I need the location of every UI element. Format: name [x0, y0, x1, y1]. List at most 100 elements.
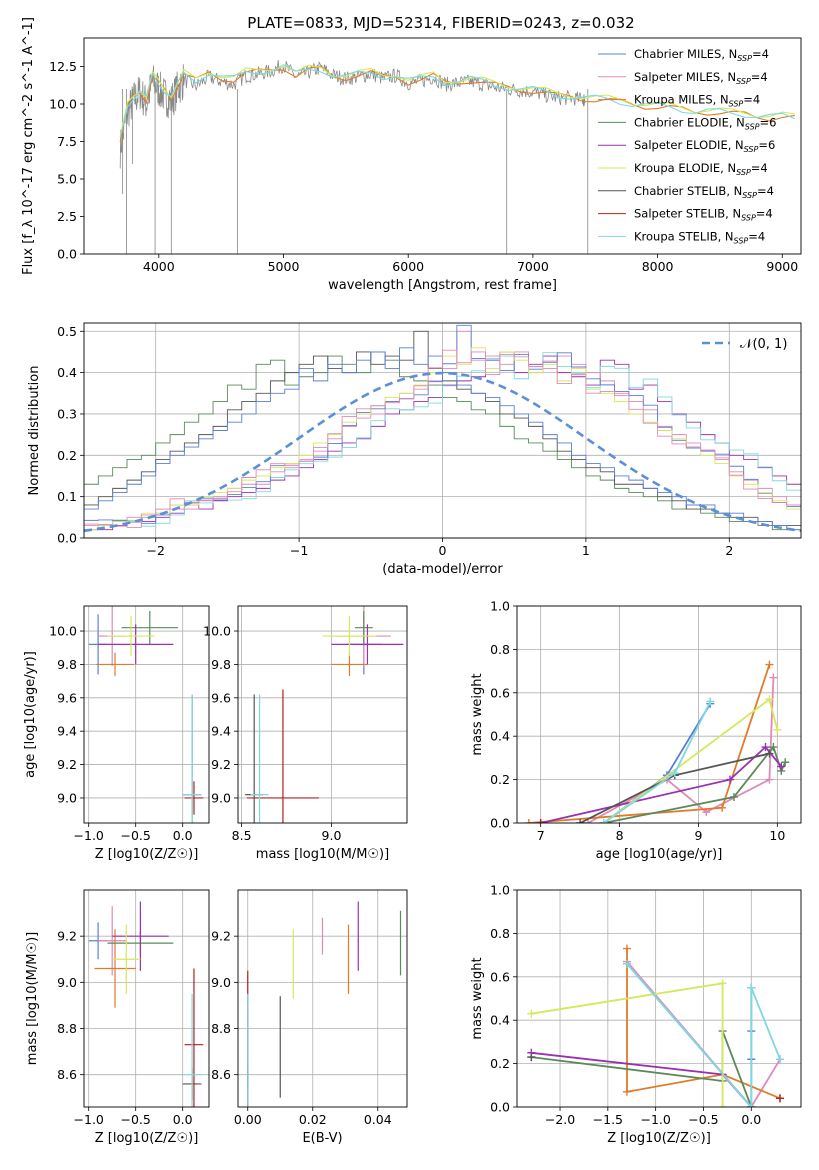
- legend-entry-sub: SSP: [729, 100, 744, 109]
- legend-entry: Kroupa ELODIE, NSSP=4: [634, 161, 768, 177]
- mass-weight-point: [775, 1094, 784, 1103]
- legend-entry-sub: SSP: [745, 122, 760, 131]
- y-axis-label: Normed distribution: [27, 366, 42, 496]
- x-axis-label: Z [log10(Z/Z☉)]: [607, 1131, 711, 1146]
- y-tick-label: 0.8: [490, 926, 510, 941]
- plot-area: [247, 901, 402, 1107]
- legend-entry-sub: SSP: [734, 236, 749, 245]
- y-tick-label: 0.0: [490, 816, 510, 831]
- panel-age_vs_mass: 8.5 9.0 9.0 9.2 9.4 9.6 9.8 10.0 mass [log10(M/M…: [203, 605, 408, 862]
- model-line: [119, 64, 796, 138]
- normal-curve: [84, 371, 801, 533]
- legend-entry-tail: =4: [751, 161, 768, 175]
- legend-entry-main: Salpeter STELIB, N: [634, 207, 741, 221]
- mass-weight-point: [773, 725, 782, 734]
- x-tick-label: 7: [537, 828, 545, 843]
- plot-area: [119, 60, 796, 254]
- axes-frame: [83, 889, 210, 1108]
- mass-weight-line: [626, 961, 781, 1107]
- y-tick-label: 9.4: [211, 724, 231, 739]
- axes-frame: [516, 889, 802, 1108]
- panel-mass_vs_EBV: 0.00 0.02 0.04 8.6 8.8 9.0 9.2 E(B-V): [211, 889, 408, 1146]
- legend-entry-tail: =4: [751, 70, 768, 84]
- axes-frame: [83, 37, 802, 255]
- panel-age_vs_Z: −1.0 −0.5 0.0 9.0 9.2 9.4 9.6 9.8 10.0 Z [log10(Z…: [23, 605, 210, 862]
- y-tick-label: 9.0: [57, 790, 77, 805]
- mass-weight-point: [706, 697, 715, 706]
- legend-entry-main: Salpeter MILES, N: [634, 70, 736, 84]
- mass-weight-point: [729, 792, 738, 801]
- plot-area: [527, 944, 784, 1107]
- mass-weight-point: [622, 1087, 631, 1096]
- y-tick-label: 8.6: [211, 1067, 231, 1082]
- y-tick-label: 0.1: [57, 489, 77, 504]
- observed-spectrum-line: [119, 60, 586, 169]
- x-tick-label: 0.02: [299, 1112, 327, 1127]
- y-tick-label: 9.2: [211, 757, 231, 772]
- plot-area: [524, 660, 790, 823]
- x-tick-label: 2: [725, 543, 733, 558]
- legend-entry-main: Kroupa STELIB, N: [634, 229, 734, 243]
- mass-weight-point: [777, 762, 786, 771]
- mass-weight-point: [765, 749, 774, 758]
- x-tick-label: 8: [616, 828, 624, 843]
- y-tick-label: 8.8: [57, 1021, 77, 1036]
- y-axis-label: age [log10(age/yr)]: [23, 651, 38, 778]
- x-tick-label: 0.00: [234, 1112, 262, 1127]
- y-tick-label: 2.5: [57, 209, 77, 224]
- y-tick-label: 0.2: [57, 448, 77, 463]
- x-tick-label: −2: [146, 543, 164, 558]
- x-axis-label: E(B-V): [302, 1131, 342, 1146]
- y-tick-label: 9.0: [57, 975, 77, 990]
- x-tick-label: 9: [694, 828, 702, 843]
- axes-frame: [237, 605, 408, 824]
- mass-weight-point: [527, 1009, 536, 1018]
- plot-area: [84, 324, 801, 533]
- figure-title: PLATE=0833, MJD=52314, FIBERID=0243, z=0…: [247, 14, 634, 32]
- x-tick-label: −1: [290, 543, 308, 558]
- x-tick-label: −0.5: [121, 1112, 151, 1127]
- y-tick-label: 0.0: [57, 531, 77, 546]
- y-tick-label: 12.5: [49, 59, 77, 74]
- histogram-step: [84, 349, 801, 528]
- axes-frame: [237, 889, 408, 1108]
- y-tick-label: 9.4: [57, 724, 77, 739]
- legend-entry-sub: SSP: [736, 168, 751, 177]
- mass-weight-point: [524, 819, 533, 823]
- y-tick-label: 0.0: [490, 1100, 510, 1115]
- y-tick-label: 0.4: [490, 729, 510, 744]
- y-tick-label: 0.2: [490, 1056, 510, 1071]
- x-tick-label: 0: [439, 543, 447, 558]
- legend-entry: 𝒩(0, 1): [740, 337, 787, 352]
- y-tick-label: 9.6: [57, 690, 77, 705]
- legend-entry-sub: SSP: [742, 191, 757, 200]
- y-tick-label: 0.4: [57, 365, 77, 380]
- legend-entry: Chabrier STELIB, NSSP=4: [634, 184, 774, 200]
- mass-weight-line: [587, 677, 775, 823]
- histogram-step: [84, 352, 801, 531]
- y-tick-label: 10.0: [203, 624, 231, 639]
- legend-entry-tail: =4: [756, 207, 773, 221]
- y-axis-label: mass [log10(M/M☉)]: [25, 932, 40, 1065]
- histogram-step: [84, 351, 801, 531]
- mass-weight-point: [576, 819, 585, 823]
- legend-entry-sub: SSP: [741, 214, 756, 223]
- x-tick-label: 8.5: [232, 828, 252, 843]
- legend-entry-tail: =4: [748, 229, 765, 243]
- y-tick-label: 0.5: [57, 324, 77, 339]
- x-axis-label: Z [log10(Z/Z☉)]: [95, 847, 199, 862]
- x-axis-label: wavelength [Angstrom, rest frame]: [328, 278, 557, 293]
- plot-area: [88, 606, 204, 823]
- legend-entry-tail: =6: [758, 138, 775, 152]
- legend-entry: Salpeter ELODIE, NSSP=6: [634, 138, 775, 154]
- legend-entry: Kroupa STELIB, NSSP=4: [634, 229, 765, 245]
- x-tick-label: 9.0: [322, 828, 342, 843]
- mass-weight-point: [536, 819, 545, 823]
- legend-entry: Kroupa MILES, NSSP=4: [634, 93, 760, 109]
- x-tick-label: 10: [769, 828, 785, 843]
- histogram-step: [84, 330, 801, 527]
- y-tick-label: 0.4: [490, 1013, 510, 1028]
- x-tick-label: 9000: [766, 259, 798, 274]
